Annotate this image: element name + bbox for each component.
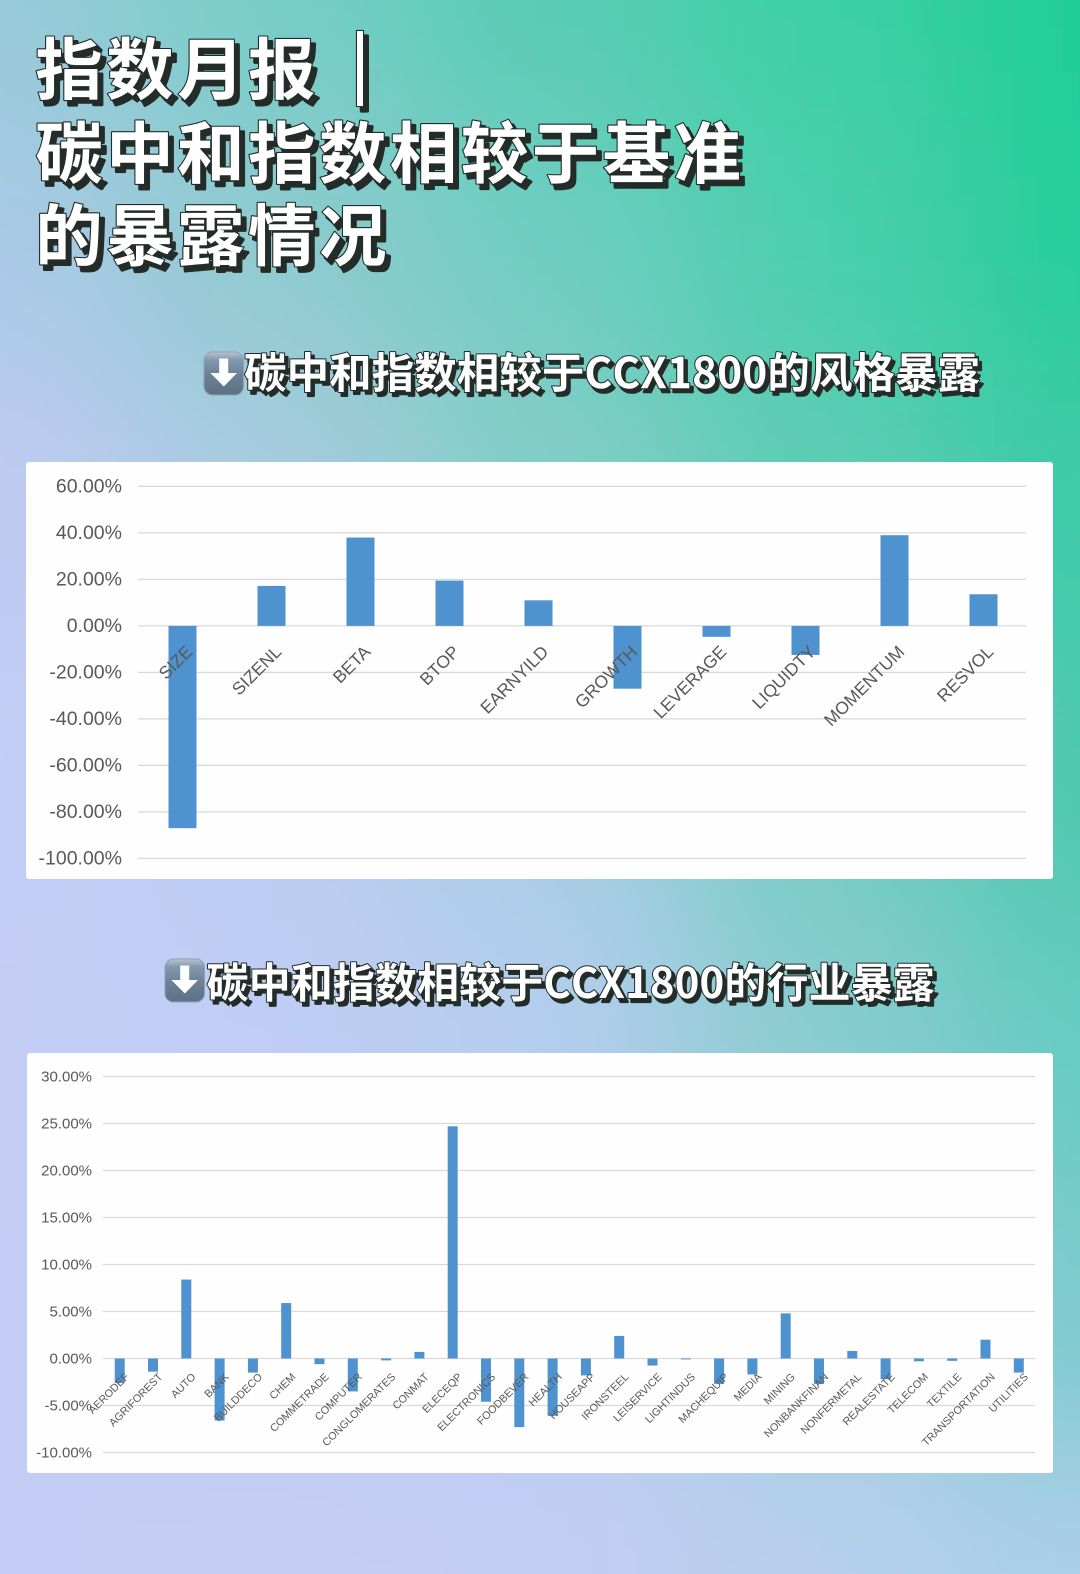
svg-text:-10.00%: -10.00%: [36, 1444, 92, 1461]
svg-text:15.00%: 15.00%: [41, 1209, 92, 1226]
svg-text:20.00%: 20.00%: [56, 569, 122, 591]
svg-text:0.00%: 0.00%: [49, 1350, 92, 1367]
svg-text:-100.00%: -100.00%: [39, 848, 122, 870]
svg-text:60.00%: 60.00%: [56, 476, 122, 498]
svg-text:0.00%: 0.00%: [67, 615, 122, 637]
svg-text:-5.00%: -5.00%: [44, 1397, 92, 1414]
svg-text:20.00%: 20.00%: [41, 1162, 92, 1179]
svg-text:30.00%: 30.00%: [41, 1068, 92, 1085]
svg-text:25.00%: 25.00%: [41, 1115, 92, 1132]
svg-text:10.00%: 10.00%: [41, 1256, 92, 1273]
svg-text:-40.00%: -40.00%: [49, 708, 122, 730]
svg-text:40.00%: 40.00%: [56, 522, 122, 544]
svg-text:5.00%: 5.00%: [49, 1303, 92, 1320]
svg-text:-80.00%: -80.00%: [49, 801, 122, 823]
svg-text:-20.00%: -20.00%: [49, 662, 122, 684]
svg-text:-60.00%: -60.00%: [49, 755, 122, 777]
